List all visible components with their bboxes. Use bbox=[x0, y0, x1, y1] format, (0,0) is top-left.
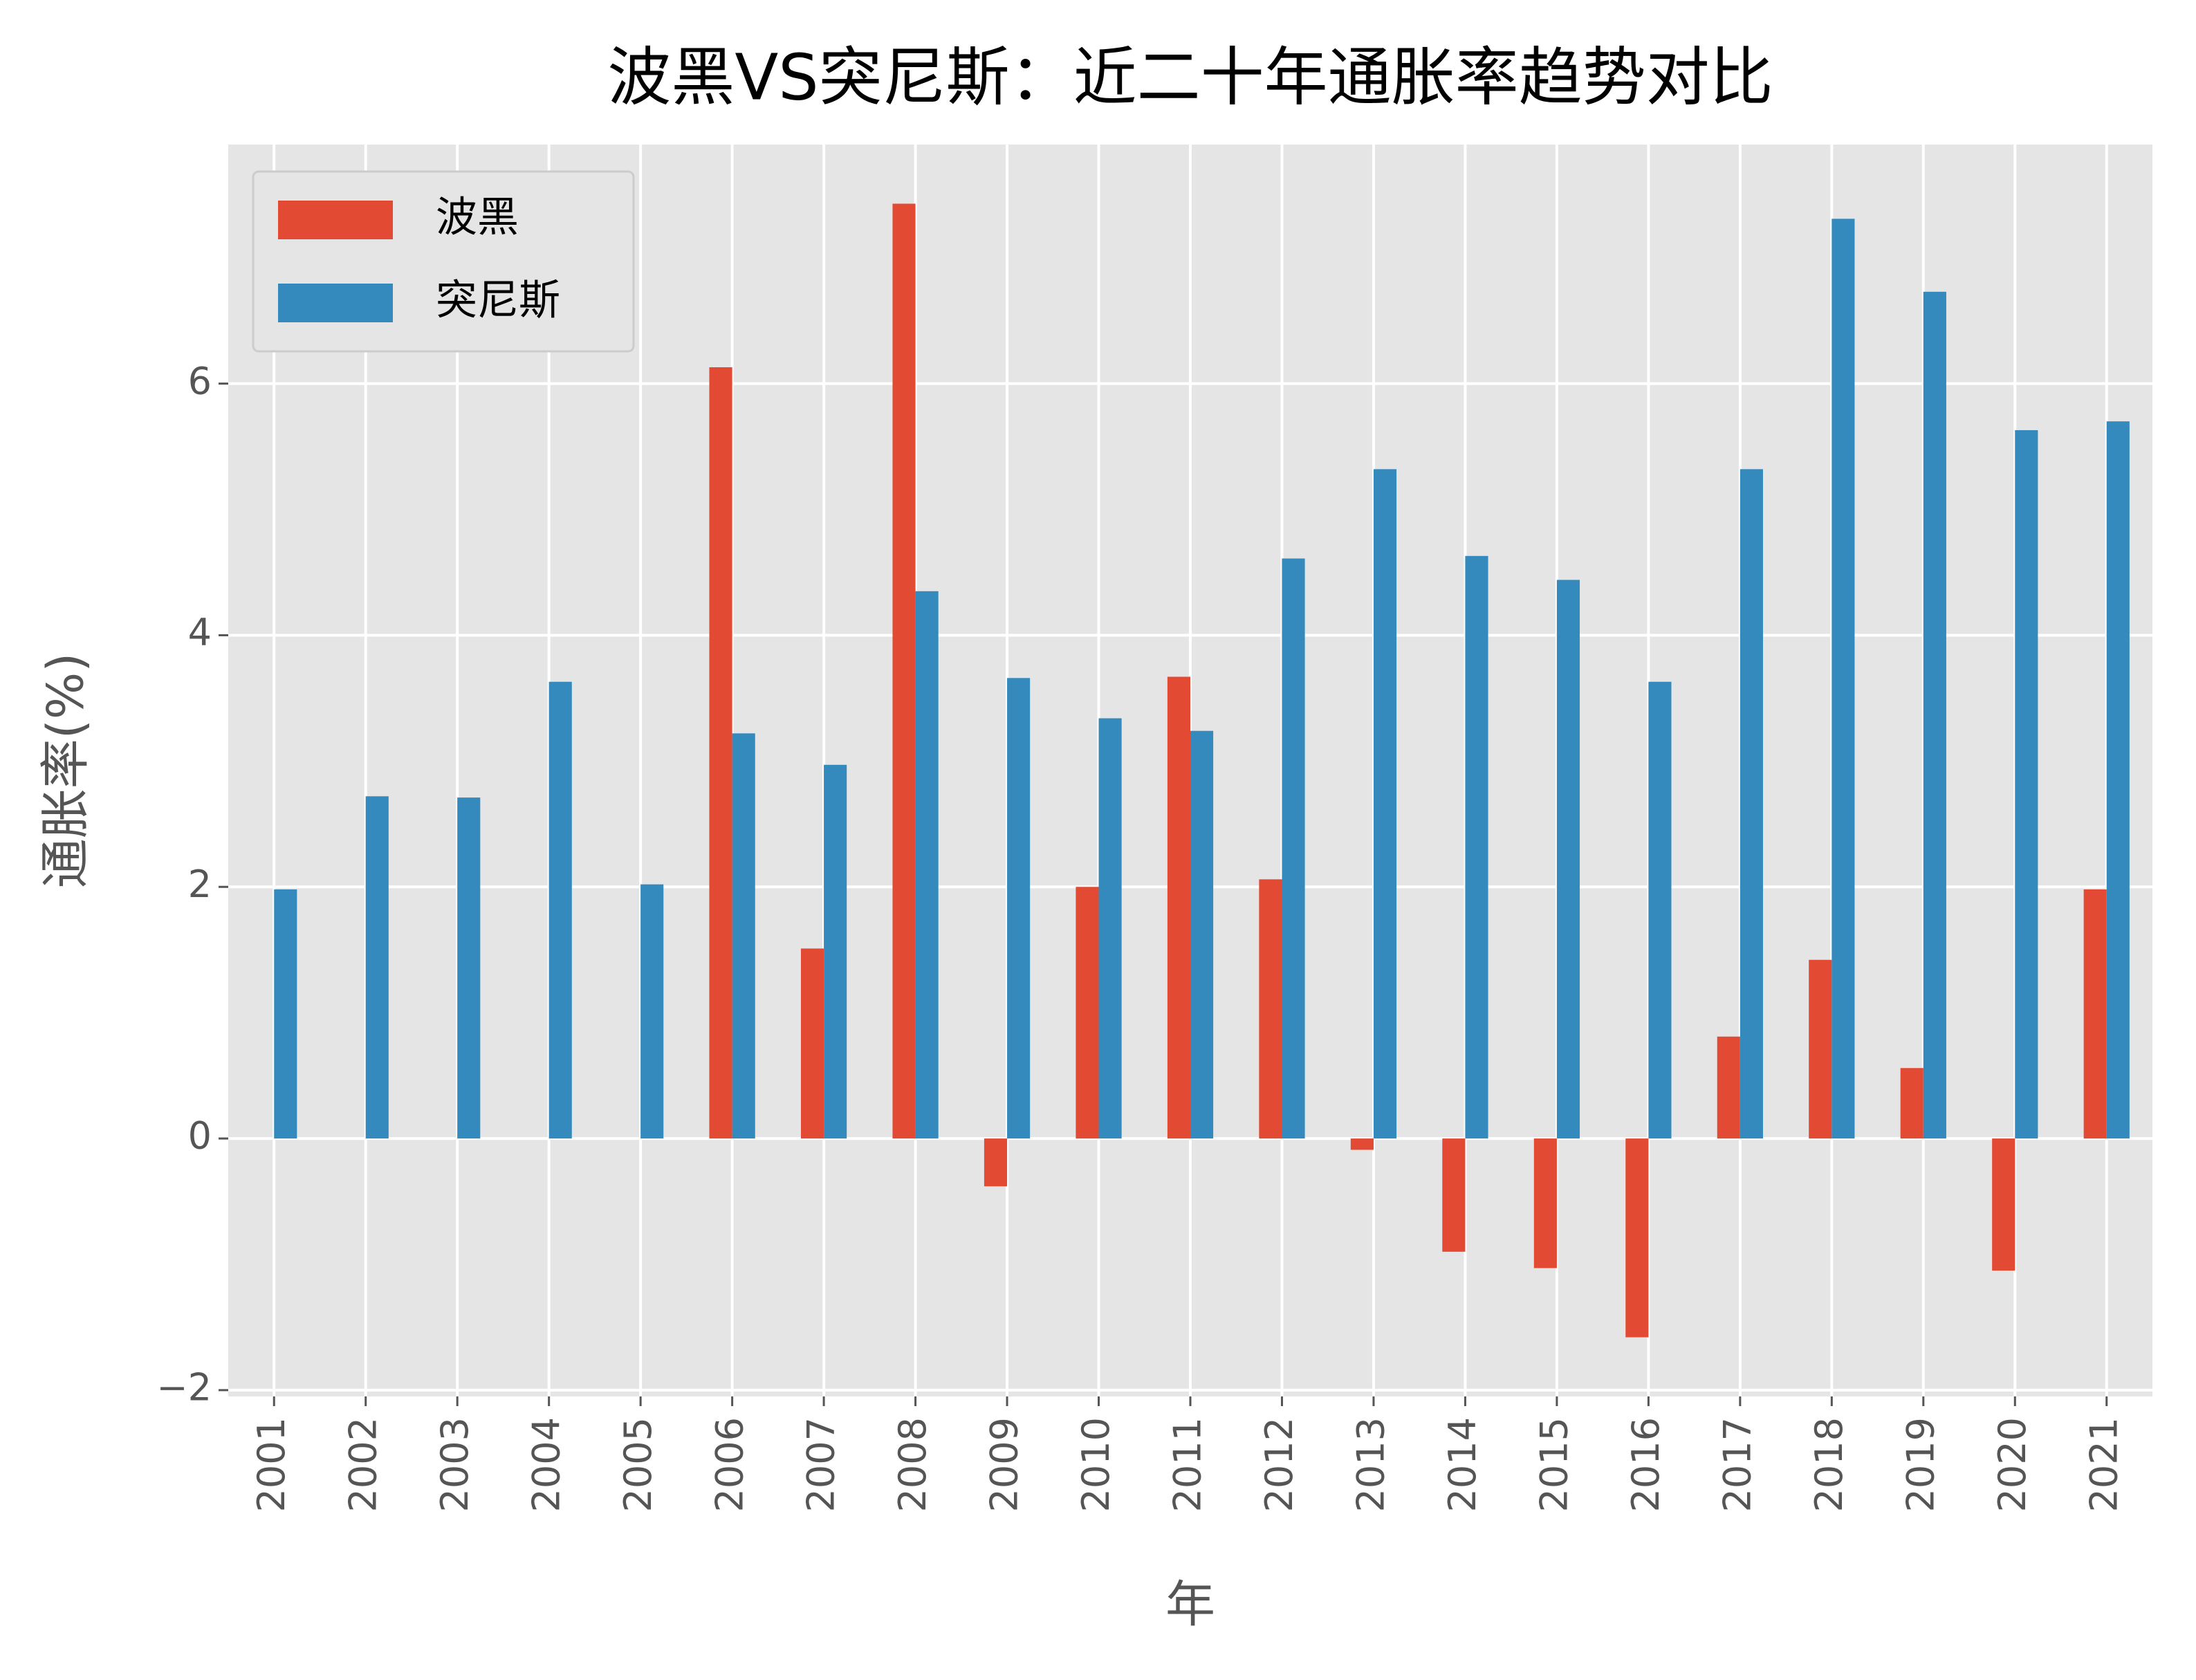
chart-title: 波黑VS突尼斯：近二十年通胀率趋势对比 bbox=[607, 40, 1773, 114]
bar bbox=[1190, 730, 1214, 1139]
bar bbox=[1442, 1138, 1466, 1252]
bar bbox=[824, 764, 847, 1139]
bars bbox=[274, 203, 2130, 1338]
y-tick-label: −2 bbox=[156, 1366, 212, 1410]
bar bbox=[1533, 1138, 1557, 1268]
bar bbox=[1831, 219, 1855, 1139]
x-tick-label: 2017 bbox=[1715, 1417, 1759, 1512]
x-tick-label: 2011 bbox=[1166, 1417, 1210, 1512]
bar bbox=[1923, 291, 1946, 1139]
legend-label: 突尼斯 bbox=[436, 277, 560, 325]
bar bbox=[1809, 959, 1832, 1139]
x-tick-label: 2021 bbox=[2082, 1417, 2125, 1512]
y-axis-label: 通胀率(%) bbox=[37, 653, 95, 889]
x-tick-label: 2007 bbox=[800, 1417, 843, 1512]
x-tick-label: 2008 bbox=[891, 1417, 934, 1512]
bar bbox=[1648, 681, 1672, 1139]
bar bbox=[1556, 580, 1580, 1139]
bar bbox=[915, 591, 939, 1139]
bar bbox=[2106, 421, 2130, 1139]
bar bbox=[548, 681, 572, 1139]
bar bbox=[365, 796, 389, 1139]
bar bbox=[1373, 469, 1397, 1139]
bar bbox=[1717, 1036, 1740, 1139]
bar bbox=[1098, 718, 1122, 1139]
bar bbox=[2083, 889, 2107, 1139]
bar bbox=[2015, 430, 2038, 1139]
legend-label: 波黑 bbox=[436, 194, 519, 242]
bar bbox=[892, 203, 916, 1139]
x-tick-label: 2002 bbox=[341, 1417, 385, 1512]
bar bbox=[1740, 469, 1763, 1139]
x-tick-label: 2005 bbox=[616, 1417, 660, 1512]
bar bbox=[800, 948, 824, 1139]
x-tick-label: 2001 bbox=[250, 1417, 293, 1512]
bar bbox=[1900, 1068, 1923, 1139]
x-tick-label: 2014 bbox=[1441, 1417, 1484, 1512]
x-tick-label: 2006 bbox=[708, 1417, 751, 1512]
bar bbox=[274, 889, 297, 1139]
bar bbox=[1167, 676, 1190, 1139]
y-tick-label: 4 bbox=[188, 611, 212, 654]
x-tick-label: 2018 bbox=[1807, 1417, 1851, 1512]
bar bbox=[1076, 887, 1099, 1139]
x-tick-label: 2015 bbox=[1533, 1417, 1576, 1512]
bar bbox=[1282, 558, 1305, 1139]
x-tick-label: 2019 bbox=[1899, 1417, 1942, 1512]
x-tick-label: 2010 bbox=[1074, 1417, 1118, 1512]
legend-swatch bbox=[278, 284, 393, 322]
bar bbox=[732, 733, 755, 1139]
y-tick-label: 0 bbox=[188, 1114, 212, 1158]
x-axis-label: 年 bbox=[1165, 1576, 1215, 1634]
x-tick-label: 2020 bbox=[1991, 1417, 2034, 1512]
bar bbox=[640, 884, 664, 1139]
x-tick-label: 2016 bbox=[1624, 1417, 1668, 1512]
x-tick-label: 2009 bbox=[983, 1417, 1026, 1512]
bar bbox=[1350, 1138, 1374, 1150]
bar bbox=[1992, 1138, 2015, 1271]
x-tick-label: 2013 bbox=[1349, 1417, 1393, 1512]
x-tick-label: 2004 bbox=[524, 1417, 568, 1512]
bar bbox=[1625, 1138, 1649, 1338]
x-tick-label: 2012 bbox=[1257, 1417, 1301, 1512]
bar bbox=[457, 797, 481, 1139]
bar bbox=[1259, 879, 1282, 1139]
x-tick-label: 2003 bbox=[433, 1417, 477, 1512]
bar bbox=[1007, 678, 1031, 1139]
bar bbox=[709, 367, 732, 1139]
y-tick-label: 2 bbox=[188, 862, 212, 906]
bar bbox=[984, 1138, 1008, 1187]
legend-swatch bbox=[278, 201, 393, 239]
bar bbox=[1465, 555, 1488, 1139]
y-tick-label: 6 bbox=[188, 359, 212, 403]
